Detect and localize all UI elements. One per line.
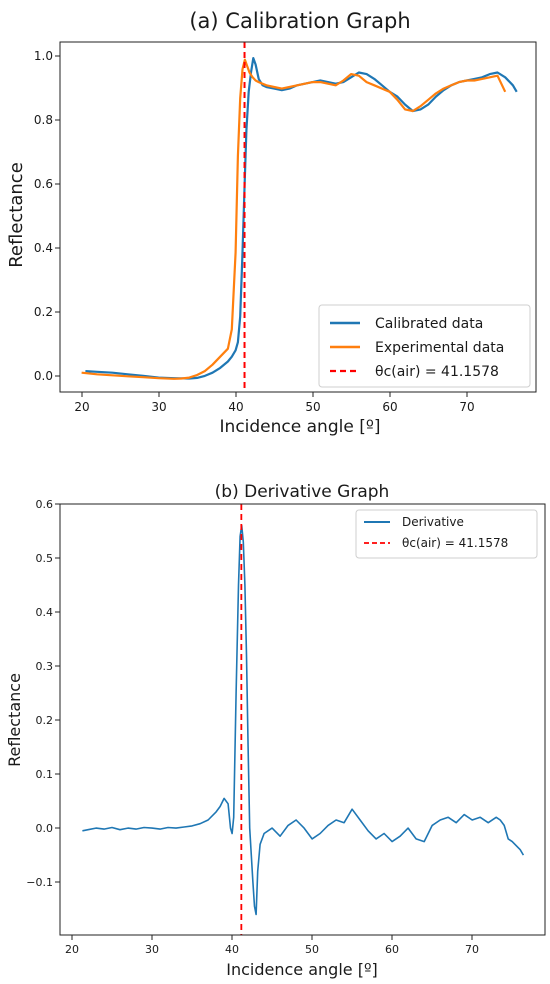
panel-a-xtick-label: 20 — [74, 400, 89, 414]
panel-a-xtick-label: 30 — [151, 400, 166, 414]
panel-a-title: (a) Calibration Graph — [189, 9, 410, 33]
panel-b-xtick-label: 30 — [145, 943, 159, 956]
panel-a-ytick-label: 0.0 — [34, 369, 53, 383]
panel-b-legend: Derivative θc(air) = 41.1578 — [355, 509, 538, 559]
panel-a-axes-frame — [59, 41, 537, 393]
panel-b-legend-box — [355, 509, 538, 559]
panel-b-xlabel: Incidence angle [º] — [226, 960, 377, 979]
panel-a-ytick-label: 0.4 — [34, 241, 53, 255]
panel-b-ytick-label: 0.5 — [36, 552, 54, 565]
panel-a-ytick-label: 0.2 — [34, 305, 53, 319]
panel-a-xtick-labels: 20 30 40 50 60 70 — [74, 400, 474, 414]
panel-a-xtick-label: 60 — [382, 400, 397, 414]
panel-b-ytick-label: 0.3 — [36, 660, 54, 673]
panel-a-legend-box — [318, 304, 531, 388]
panel-a-legend: Calibrated data Experimental data θc(air… — [318, 304, 531, 388]
panel-b-ytick-label: 0.4 — [36, 606, 54, 619]
panel-b-legend-label: Derivative — [402, 515, 464, 529]
series-line-derivative — [82, 524, 525, 916]
panel-b-xtick-label: 50 — [305, 943, 319, 956]
panel-b-xtick-labels: 20 30 40 50 60 70 — [65, 943, 479, 956]
panel-a-xtick-label: 70 — [459, 400, 474, 414]
panel-a-legend-label: Calibrated data — [375, 316, 483, 332]
panel-b: (b) Derivative Graph Reflectance Inciden… — [5, 482, 546, 979]
panel-b-ticks — [55, 503, 473, 940]
panel-b-xtick-label: 40 — [225, 943, 239, 956]
panel-a-xlabel: Incidence angle [º] — [220, 417, 381, 437]
panel-b-ytick-label: 0.2 — [36, 714, 54, 727]
panel-b-ytick-label: 0.0 — [36, 822, 54, 835]
panel-a-plot-area — [81, 42, 518, 392]
panel-b-plot-area — [82, 504, 525, 935]
series-line-experimental-data — [81, 58, 507, 380]
panel-b-ytick-label: −0.1 — [26, 876, 53, 889]
panel-b-xtick-label: 20 — [65, 943, 79, 956]
panel-b-xtick-label: 70 — [465, 943, 479, 956]
panel-a-xtick-label: 40 — [228, 400, 243, 414]
panel-a-ticks — [55, 55, 468, 397]
panel-a-ytick-label: 0.6 — [34, 177, 53, 191]
panel-b-ytick-label: 0.1 — [36, 768, 54, 781]
panel-a: (a) Calibration Graph Reflectance Incide… — [6, 9, 537, 437]
panel-b-axes-frame — [59, 503, 546, 936]
panel-a-legend-label: θc(air) = 41.1578 — [375, 364, 499, 380]
panel-b-ylabel: Reflectance — [5, 673, 24, 767]
panel-b-ytick-label: 0.6 — [36, 498, 54, 511]
panel-b-ytick-labels: 0.6 0.5 0.4 0.3 0.2 0.1 0.0 −0.1 — [26, 498, 53, 889]
panel-a-ytick-label: 0.8 — [34, 113, 53, 127]
panel-b-legend-label: θc(air) = 41.1578 — [402, 536, 508, 550]
panel-a-ylabel: Reflectance — [6, 162, 27, 268]
panel-a-legend-label: Experimental data — [375, 340, 504, 356]
panel-b-title: (b) Derivative Graph — [215, 482, 390, 502]
panel-a-xtick-label: 50 — [305, 400, 320, 414]
panel-b-xtick-label: 60 — [385, 943, 399, 956]
panel-a-ytick-label: 1.0 — [34, 49, 53, 63]
panel-a-ytick-labels: 0.0 0.2 0.4 0.6 0.8 1.0 — [34, 49, 53, 383]
